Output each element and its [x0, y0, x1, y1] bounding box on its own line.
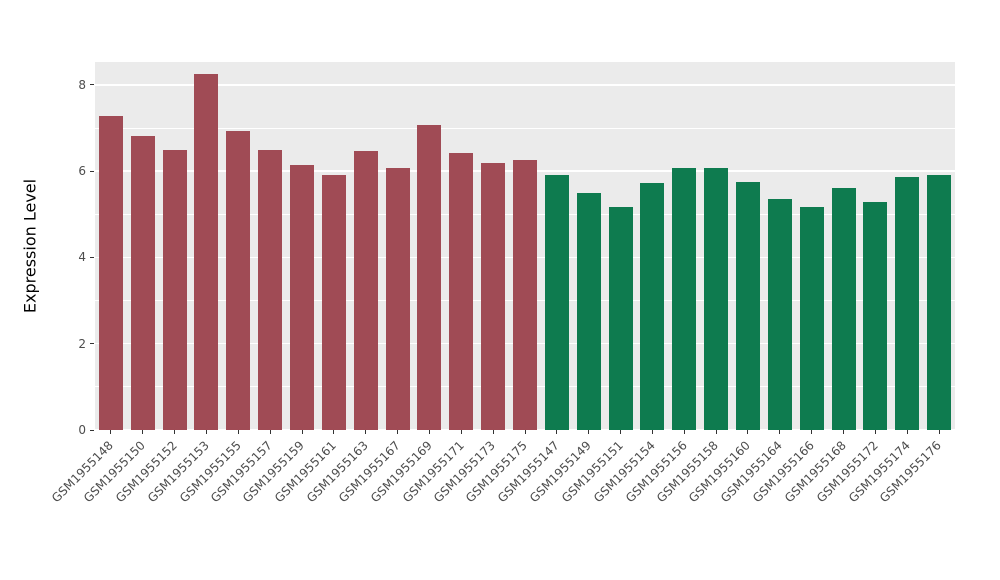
bar	[895, 177, 920, 430]
bar	[353, 150, 378, 430]
x-tick-mark	[556, 430, 558, 434]
bar	[162, 149, 187, 430]
bar	[863, 202, 888, 430]
bar	[831, 187, 856, 430]
x-tick-mark	[365, 430, 367, 434]
plot-panel	[95, 62, 955, 430]
bar	[735, 181, 760, 430]
gridline-major	[95, 84, 955, 86]
bar	[417, 124, 442, 430]
bar	[258, 150, 283, 430]
bar	[449, 153, 474, 430]
bar	[98, 116, 123, 430]
x-tick-mark	[843, 430, 845, 434]
x-tick-mark	[715, 430, 717, 434]
x-tick-mark	[620, 430, 622, 434]
x-tick-mark	[811, 430, 813, 434]
bar	[799, 207, 824, 430]
gridline-minor	[95, 127, 955, 129]
y-axis-title: Expression Level	[20, 178, 40, 314]
x-tick-mark	[174, 430, 176, 434]
x-tick-mark	[779, 430, 781, 434]
y-tick-label: 0	[78, 423, 86, 437]
bar	[290, 164, 315, 430]
bar	[640, 183, 665, 430]
bar	[513, 159, 537, 430]
x-tick-mark	[397, 430, 399, 434]
x-tick-mark	[906, 430, 908, 434]
y-tick-label: 2	[78, 336, 86, 351]
bar	[704, 168, 729, 430]
bar	[672, 167, 697, 430]
bar	[226, 131, 251, 430]
x-tick-mark	[428, 430, 430, 434]
y-tick-mark	[90, 170, 94, 172]
x-tick-mark	[460, 430, 462, 434]
bar	[321, 174, 346, 430]
x-tick-mark	[142, 430, 144, 434]
x-tick-mark	[492, 430, 494, 434]
bar	[927, 174, 952, 430]
y-tick-mark	[90, 343, 94, 345]
y-tick-mark	[90, 256, 94, 258]
y-tick-label: 8	[78, 77, 86, 92]
bar	[130, 135, 155, 430]
x-tick-mark	[237, 430, 239, 434]
x-tick-mark	[938, 430, 940, 434]
x-tick-mark	[683, 430, 685, 434]
y-tick-label: 6	[78, 164, 86, 179]
x-tick-mark	[205, 430, 207, 434]
x-tick-mark	[110, 430, 112, 434]
y-tick-mark	[90, 429, 94, 431]
bar	[576, 192, 601, 430]
bar	[608, 207, 633, 430]
x-tick-mark	[269, 430, 271, 434]
x-tick-mark	[651, 430, 653, 434]
x-tick-mark	[524, 430, 526, 434]
y-tick-label: 4	[78, 250, 86, 265]
x-tick-mark	[747, 430, 749, 434]
x-tick-mark	[333, 430, 335, 434]
x-tick-mark	[874, 430, 876, 434]
bar	[194, 74, 219, 430]
bar	[544, 174, 569, 430]
bar	[481, 162, 506, 430]
bar	[385, 167, 410, 430]
x-tick-mark	[588, 430, 590, 434]
y-tick-mark	[90, 84, 94, 86]
bar	[767, 199, 792, 430]
x-tick-mark	[301, 430, 303, 434]
